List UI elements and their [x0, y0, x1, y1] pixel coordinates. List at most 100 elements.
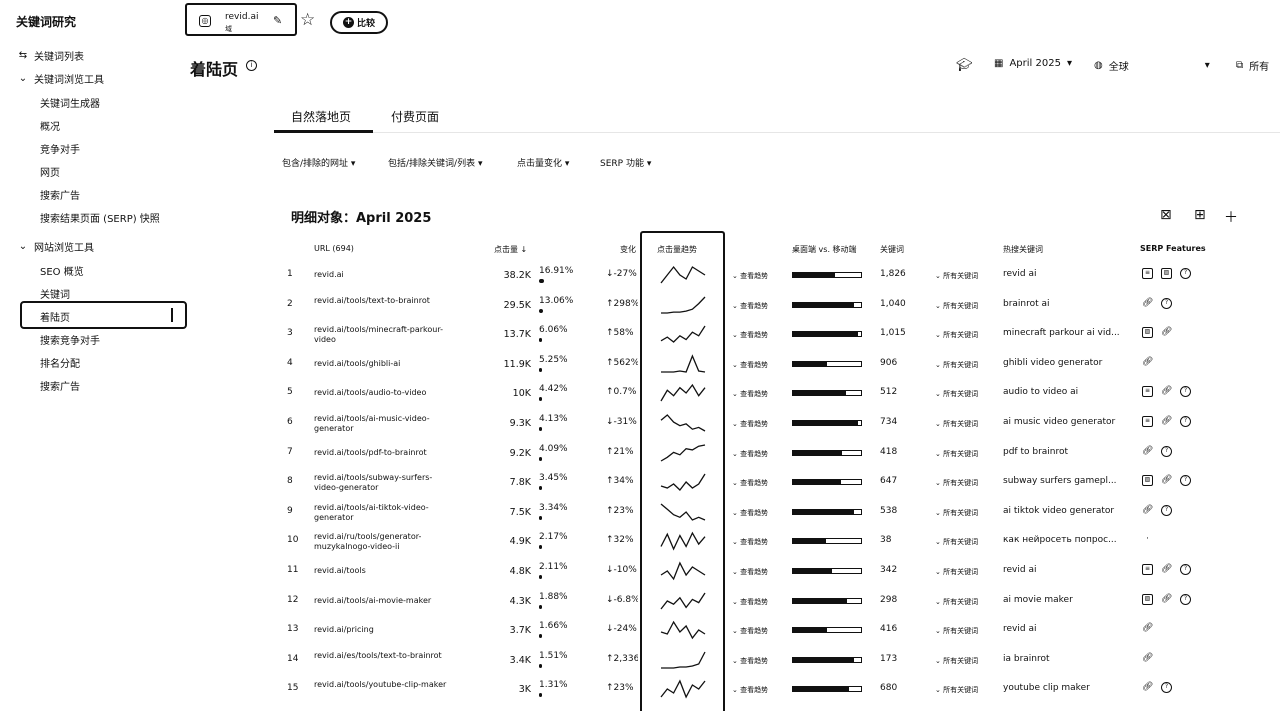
view-trend-button[interactable]: ⌄ 查看趋势: [732, 685, 768, 695]
all-keywords-button[interactable]: ⌄ 所有关键词: [935, 449, 978, 459]
faq-icon[interactable]: ?: [1180, 593, 1191, 605]
all-keywords-button[interactable]: ⌄ 所有关键词: [935, 685, 978, 695]
link-icon[interactable]: 🔗︎: [1161, 475, 1173, 486]
all-keywords-button[interactable]: ⌄ 所有关键词: [935, 389, 978, 399]
featured-snippet-icon[interactable]: ≡: [1142, 386, 1153, 398]
table-view-icon[interactable]: ⊞: [1194, 207, 1206, 223]
faq-icon[interactable]: ?: [1180, 475, 1191, 487]
sidebar-item-landing-pages[interactable]: [20, 301, 187, 329]
row-url-link[interactable]: revid.ai/tools/subway-surfers-video-gene…: [314, 473, 433, 493]
excel-export-icon[interactable]: ⊠: [1160, 207, 1172, 223]
sidebar-item-keyword-list[interactable]: ⇆ 关键词列表: [16, 48, 84, 63]
table-row[interactable]: 6 revid.ai/tools/ai-music-video-generato…: [280, 410, 1280, 439]
featured-snippet-icon[interactable]: ≡: [1142, 416, 1153, 427]
table-row[interactable]: 8 revid.ai/tools/subway-surfers-video-ge…: [280, 469, 1280, 498]
image-icon[interactable]: ▨: [1142, 593, 1153, 605]
row-url-link[interactable]: revid.ai/ru/tools/generator-muzykalnogo-…: [314, 532, 422, 552]
column-header-change[interactable]: 变化: [620, 245, 636, 254]
column-header-url[interactable]: URL (694): [314, 244, 354, 253]
row-url-link[interactable]: revid.ai/tools/youtube-clip-maker: [314, 680, 447, 690]
device-selector[interactable]: ⧉ 所有: [1236, 58, 1269, 73]
column-header-keywords[interactable]: 关键词: [880, 245, 904, 254]
tab-organic[interactable]: 自然落地页: [291, 110, 352, 124]
faq-icon[interactable]: ?: [1180, 564, 1191, 575]
link-icon[interactable]: 🔗︎: [1142, 623, 1154, 634]
filter-urls[interactable]: 包含/排除的网址 ▾: [282, 156, 355, 169]
faq-icon[interactable]: ?: [1161, 297, 1172, 309]
table-row[interactable]: 13 revid.ai/pricing 3.7K 1.66% ↓-24% ⌄ 查…: [280, 617, 1280, 646]
all-keywords-button[interactable]: ⌄ 所有关键词: [935, 537, 978, 547]
link-icon[interactable]: 🔗︎: [1142, 356, 1154, 367]
image-icon[interactable]: ▨: [1142, 475, 1153, 487]
view-trend-button[interactable]: ⌄ 查看趋势: [732, 389, 768, 399]
compare-button[interactable]: + 比较: [330, 11, 388, 34]
image-icon[interactable]: ▨: [1142, 327, 1153, 339]
row-top-keyword[interactable]: subway surfers gamepl...: [1003, 476, 1117, 487]
sidebar-group-keyword-tools[interactable]: ⌄ 关键词浏览工具: [16, 71, 104, 86]
region-selector[interactable]: ◍ 全球 ▾: [1094, 58, 1210, 73]
view-trend-button[interactable]: ⌄ 查看趋势: [732, 626, 768, 636]
all-keywords-button[interactable]: ⌄ 所有关键词: [935, 597, 978, 607]
sidebar-item-serp-snapshot[interactable]: 搜索结果页面 (SERP) 快照: [40, 214, 160, 225]
sidebar-item-overview[interactable]: 概况: [40, 122, 60, 133]
featured-snippet-icon[interactable]: ≡: [1142, 564, 1153, 575]
link-icon[interactable]: 🔗︎: [1142, 504, 1154, 515]
view-trend-button[interactable]: ⌄ 查看趋势: [732, 656, 768, 666]
link-icon[interactable]: 🔗︎: [1161, 327, 1173, 338]
info-icon[interactable]: i: [246, 60, 257, 71]
view-trend-button[interactable]: ⌄ 查看趋势: [732, 330, 768, 340]
all-keywords-button[interactable]: ⌄ 所有关键词: [935, 419, 978, 429]
filter-clicks-change[interactable]: 点击量变化 ▾: [517, 156, 569, 169]
row-url-link[interactable]: revid.ai/tools/ai-music-video-generator: [314, 414, 430, 433]
tab-paid[interactable]: 付费页面: [391, 110, 440, 124]
table-row[interactable]: 1 revid.ai 38.2K 16.91% ↓-27% ⌄ 查看趋势 1,8…: [280, 262, 1280, 291]
faq-icon[interactable]: ?: [1161, 445, 1172, 457]
table-row[interactable]: 4 revid.ai/tools/ghibli-ai 11.9K 5.25% ↑…: [280, 351, 1280, 380]
row-top-keyword[interactable]: revid ai: [1003, 565, 1037, 575]
featured-snippet-icon[interactable]: ≡: [1142, 268, 1153, 279]
row-url-link[interactable]: revid.ai: [314, 270, 344, 279]
column-header-clicks[interactable]: 点击量 ↓: [494, 244, 527, 255]
link-icon[interactable]: 🔗︎: [1161, 593, 1173, 604]
row-top-keyword[interactable]: ai tiktok video generator: [1003, 505, 1115, 516]
view-trend-button[interactable]: ⌄ 查看趋势: [732, 419, 768, 429]
view-trend-button[interactable]: ⌄ 查看趋势: [732, 301, 768, 311]
table-row[interactable]: 14 revid.ai/es/tools/text-to-brainrot 3.…: [280, 647, 1280, 676]
row-top-keyword[interactable]: minecraft parkour ai vid...: [1003, 328, 1120, 339]
table-row[interactable]: 3 revid.ai/tools/minecraft-parkour-video…: [280, 321, 1280, 350]
link-icon[interactable]: 🔗︎: [1142, 652, 1154, 663]
filter-serp[interactable]: SERP 功能 ▾: [600, 156, 651, 169]
all-keywords-button[interactable]: ⌄ 所有关键词: [935, 626, 978, 636]
row-top-keyword[interactable]: pdf to brainrot: [1003, 446, 1069, 457]
row-top-keyword[interactable]: ai movie maker: [1003, 594, 1073, 605]
all-keywords-button[interactable]: ⌄ 所有关键词: [935, 508, 978, 518]
row-url-link[interactable]: revid.ai/tools/ai-tiktok-video-generator: [314, 502, 429, 522]
column-header-serp-features[interactable]: SERP Features: [1140, 244, 1206, 253]
image-icon[interactable]: ▨: [1161, 268, 1172, 279]
domain-chip[interactable]: ◎ revid.ai 域 ✎: [185, 3, 297, 36]
table-row[interactable]: 5 revid.ai/tools/audio-to-video 10K 4.42…: [280, 380, 1280, 409]
row-url-link[interactable]: revid.ai/pricing: [314, 625, 374, 635]
date-picker[interactable]: ▦ April 2025 ▾: [994, 58, 1072, 69]
table-row[interactable]: 7 revid.ai/tools/pdf-to-brainrot 9.2K 4.…: [280, 440, 1280, 469]
table-row[interactable]: 9 revid.ai/tools/ai-tiktok-video-generat…: [280, 499, 1280, 528]
row-url-link[interactable]: revid.ai/tools/ai-movie-maker: [314, 595, 432, 605]
row-url-link[interactable]: revid.ai/tools/pdf-to-brainrot: [314, 447, 427, 457]
view-trend-button[interactable]: ⌄ 查看趋势: [732, 449, 768, 459]
view-trend-button[interactable]: ⌄ 查看趋势: [732, 537, 768, 547]
sidebar-item-pages[interactable]: 网页: [40, 168, 60, 179]
faq-icon[interactable]: ?: [1180, 386, 1191, 398]
row-url-link[interactable]: revid.ai/tools: [314, 566, 366, 575]
faq-icon[interactable]: ?: [1180, 268, 1191, 279]
table-row[interactable]: 15 revid.ai/tools/youtube-clip-maker 3K …: [280, 676, 1280, 705]
all-keywords-button[interactable]: ⌄ 所有关键词: [935, 656, 978, 666]
sidebar-item-search-ads[interactable]: 搜索广告: [40, 191, 80, 202]
table-row[interactable]: 12 revid.ai/tools/ai-movie-maker 4.3K 1.…: [280, 588, 1280, 617]
all-keywords-button[interactable]: ⌄ 所有关键词: [935, 360, 978, 370]
column-header-desktop-mobile[interactable]: 桌面端 vs. 移动端: [792, 245, 857, 254]
all-keywords-button[interactable]: ⌄ 所有关键词: [935, 478, 978, 488]
link-icon[interactable]: 🔗︎: [1142, 445, 1154, 456]
star-icon[interactable]: ☆: [300, 10, 316, 30]
all-keywords-button[interactable]: ⌄ 所有关键词: [935, 271, 978, 281]
sidebar-item-site-search-ads[interactable]: 搜索广告: [40, 382, 80, 393]
